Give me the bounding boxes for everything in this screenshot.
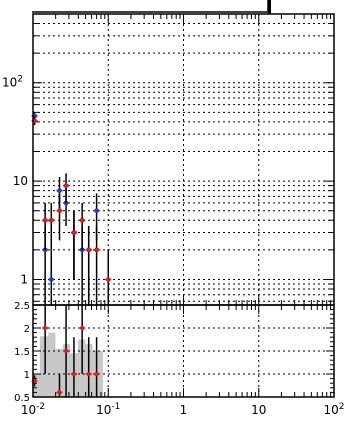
data-point-series-a — [48, 277, 54, 282]
data-point-series-b — [94, 247, 99, 253]
ratio-y-tick-label: 2 — [24, 324, 30, 335]
data-point-series-b — [63, 183, 69, 189]
upper-axis-ticks — [33, 23, 334, 302]
upper-grid — [33, 14, 334, 305]
data-point-series-a — [57, 188, 62, 194]
y-tick-label: 10 — [13, 174, 28, 188]
ratio-grid — [33, 305, 334, 397]
data-point-series-b — [105, 277, 111, 282]
ratio-point — [63, 348, 69, 354]
y-tick-label: 1 — [20, 272, 28, 286]
ratio-point — [94, 371, 99, 377]
ratio-point — [71, 371, 77, 377]
ratio-band — [32, 332, 104, 397]
x-tick-label: 10 — [251, 403, 266, 417]
ratio-y-tick-label: 1 — [24, 370, 30, 381]
x-tick-label: 1 — [180, 403, 188, 417]
ratio-frame — [32, 304, 335, 398]
x-tick-labels: 10-2 10-1 1 10 102 — [21, 402, 345, 417]
ratio-point — [57, 390, 62, 395]
data-point-series-b — [86, 247, 92, 253]
data-point-series-a — [63, 200, 69, 206]
ratio-y-tick-label: 2.5 — [14, 301, 30, 312]
data-point-series-b — [57, 208, 62, 214]
data-point-series-b — [42, 217, 48, 223]
data-point-series-a — [94, 208, 99, 214]
ratio-point — [42, 325, 48, 331]
ratio-point — [79, 325, 85, 331]
uncertainty-band — [32, 332, 104, 397]
ratio-y-tick-label: 1.5 — [14, 347, 30, 358]
legend-box-shadow — [268, 0, 271, 14]
data-point-series-b — [48, 217, 54, 223]
ratio-y-tick-label: 0.5 — [14, 393, 30, 404]
data-point-series-b — [71, 230, 77, 235]
data-point-series-b — [79, 217, 85, 223]
ratio-point — [86, 371, 91, 377]
ratio-y-tick-labels: 0.5 1 1.5 2 2.5 — [14, 301, 30, 404]
